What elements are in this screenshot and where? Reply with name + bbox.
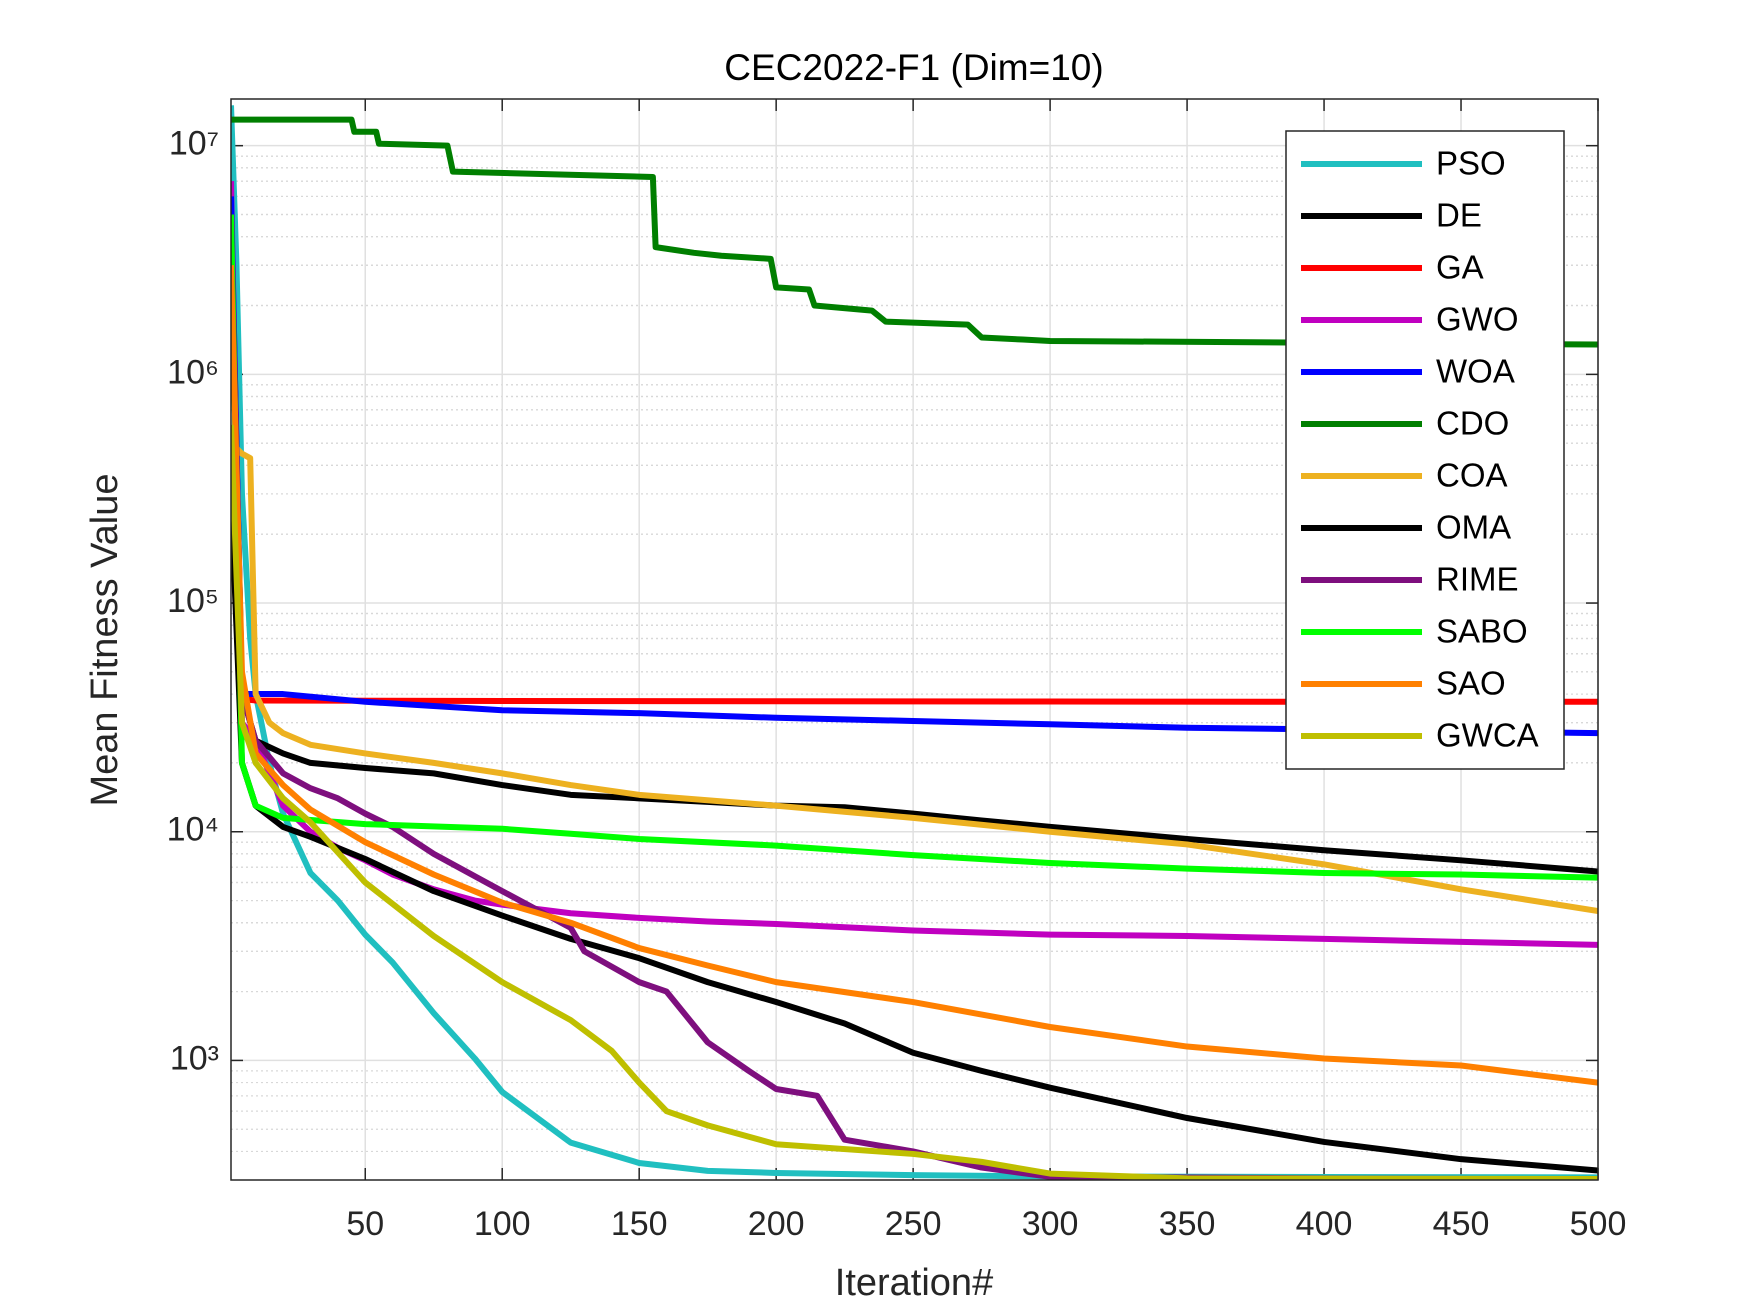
series-line [231, 116, 1598, 348]
legend-label: WOA [1436, 353, 1515, 390]
plot-area [231, 105, 1598, 1180]
legend-label: OMA [1436, 509, 1511, 546]
legend-label: SABO [1436, 613, 1528, 650]
axes-box [230, 98, 1599, 1181]
x-tick-label: 150 [611, 1205, 668, 1243]
x-tick-label: 100 [474, 1205, 531, 1243]
y-tick-label: 10⁶ [167, 353, 219, 391]
legend-label: CDO [1436, 405, 1509, 442]
series-line [231, 214, 1598, 881]
y-tick-label: 10⁷ [169, 125, 219, 163]
series-line [231, 265, 1598, 1086]
series-line [231, 441, 1598, 915]
legend-label: GA [1436, 249, 1484, 286]
x-tick-label: 300 [1022, 1205, 1079, 1243]
legend-label: GWCA [1436, 717, 1539, 754]
y-tick-label: 10³ [170, 1039, 219, 1077]
y-tick-label: 10⁵ [167, 582, 219, 620]
legend-label: COA [1436, 457, 1508, 494]
legend-label: PSO [1436, 145, 1506, 182]
legend: PSO DE GA GWO WOA CDO COA OMA RIME SABO SAO GWCA [1285, 130, 1565, 770]
legend-box [1285, 130, 1565, 770]
series-line [231, 493, 1598, 1174]
legend-label: GWO [1436, 301, 1518, 338]
series-line [231, 424, 1598, 1180]
legend-label: RIME [1436, 561, 1519, 598]
y-axis-label: Mean Fitness Value [84, 473, 126, 806]
x-tick-label: 50 [346, 1205, 384, 1243]
x-tick-label: 500 [1570, 1205, 1627, 1243]
chart-title: CEC2022-F1 (Dim=10) [724, 47, 1103, 88]
x-tick-label: 400 [1296, 1205, 1353, 1243]
x-axis-label: Iteration# [835, 1262, 993, 1304]
x-tick-label: 450 [1433, 1205, 1490, 1243]
legend-label: DE [1436, 197, 1482, 234]
y-tick-label: 10⁴ [167, 811, 219, 849]
x-tick-label: 250 [885, 1205, 942, 1243]
x-tick-label: 350 [1159, 1205, 1216, 1243]
x-tick-label: 200 [748, 1205, 805, 1243]
legend-label: SAO [1436, 665, 1506, 702]
